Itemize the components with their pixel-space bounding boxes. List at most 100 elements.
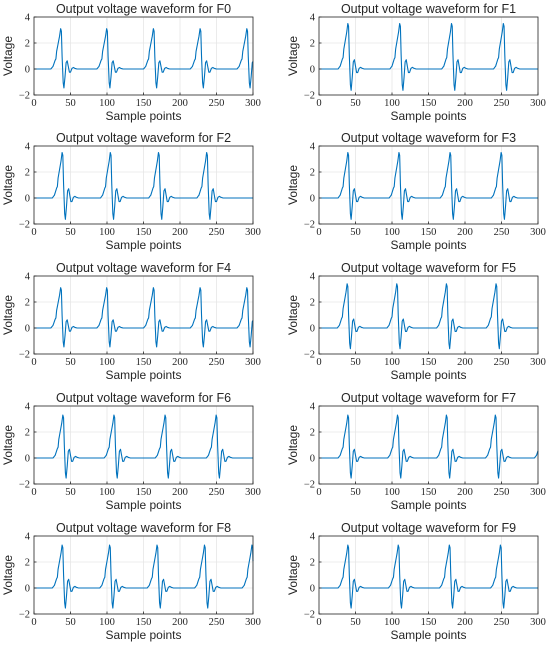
- y-tick-label: 4: [25, 532, 31, 543]
- x-tick-label: 0: [31, 227, 36, 238]
- x-tick-label: 100: [99, 357, 115, 368]
- x-tick-label: 150: [421, 357, 437, 368]
- y-tick-label: 4: [25, 142, 31, 153]
- x-tick-label: 200: [457, 357, 473, 368]
- x-tick-label: 50: [350, 357, 361, 368]
- y-tick-label: 0: [310, 584, 315, 595]
- x-tick-label: 200: [457, 617, 473, 628]
- x-tick-label: 0: [31, 98, 36, 109]
- series-line: [33, 544, 254, 609]
- y-tick-label: −2: [19, 91, 30, 102]
- y-axis-label: Voltage: [1, 555, 15, 595]
- x-tick-label: 0: [31, 487, 36, 498]
- subplot-title: Output voltage waveform for F9: [341, 521, 516, 535]
- x-tick-label: 250: [494, 98, 510, 109]
- series-line: [33, 151, 254, 220]
- x-tick-label: 250: [209, 227, 225, 238]
- x-tick-label: 150: [421, 487, 437, 498]
- x-tick-label: 100: [99, 487, 115, 498]
- x-axis-label: Sample points: [390, 238, 466, 252]
- x-tick-label: 200: [457, 487, 473, 498]
- y-tick-label: 4: [310, 402, 316, 413]
- y-tick-label: 0: [310, 194, 315, 205]
- y-tick-label: 0: [25, 324, 30, 335]
- x-tick-label: 200: [172, 227, 188, 238]
- x-tick-label: 100: [384, 487, 400, 498]
- subplot-title: Output voltage waveform for F3: [341, 131, 516, 145]
- x-tick-label: 150: [421, 98, 437, 109]
- y-tick-label: 0: [25, 65, 30, 76]
- y-tick-label: 4: [310, 13, 316, 24]
- x-tick-label: 100: [99, 617, 115, 628]
- x-tick-label: 150: [136, 357, 152, 368]
- series-line: [318, 544, 539, 609]
- x-tick-label: 0: [31, 357, 36, 368]
- y-tick-label: 2: [310, 298, 315, 309]
- x-tick-label: 200: [457, 98, 473, 109]
- x-axis-label: Sample points: [390, 628, 466, 642]
- subplot-title: Output voltage waveform for F1: [341, 2, 516, 16]
- y-tick-label: 4: [310, 142, 316, 153]
- x-tick-label: 200: [172, 487, 188, 498]
- y-tick-label: 2: [25, 428, 30, 439]
- y-tick-label: 4: [25, 272, 31, 283]
- y-tick-label: −2: [19, 350, 30, 361]
- x-axis-label: Sample points: [390, 368, 466, 382]
- y-axis-label: Voltage: [286, 425, 300, 465]
- x-tick-label: 200: [457, 227, 473, 238]
- y-tick-label: 2: [310, 558, 315, 569]
- x-tick-label: 50: [350, 227, 361, 238]
- x-tick-label: 300: [530, 617, 546, 628]
- x-tick-label: 300: [530, 487, 546, 498]
- x-tick-label: 250: [209, 487, 225, 498]
- x-tick-label: 100: [384, 98, 400, 109]
- y-tick-label: 0: [310, 65, 315, 76]
- x-tick-label: 200: [172, 357, 188, 368]
- x-tick-label: 50: [65, 617, 76, 628]
- y-tick-label: −2: [19, 480, 30, 491]
- subplot-title: Output voltage waveform for F0: [56, 2, 231, 16]
- series-line: [318, 22, 539, 91]
- y-axis-label: Voltage: [286, 555, 300, 595]
- series-line: [318, 414, 539, 479]
- y-tick-label: 0: [25, 194, 30, 205]
- y-tick-label: −2: [304, 350, 315, 361]
- subplot-title: Output voltage waveform for F7: [341, 391, 516, 405]
- y-tick-label: 0: [25, 454, 30, 465]
- x-tick-label: 300: [245, 357, 261, 368]
- x-tick-label: 250: [494, 357, 510, 368]
- x-tick-label: 300: [245, 227, 261, 238]
- x-tick-label: 0: [316, 357, 321, 368]
- x-tick-label: 250: [494, 617, 510, 628]
- y-axis-label: Voltage: [286, 36, 300, 76]
- x-tick-label: 300: [530, 357, 546, 368]
- y-tick-label: 0: [310, 324, 315, 335]
- subplot-title: Output voltage waveform for F5: [341, 261, 516, 275]
- y-tick-label: −2: [304, 610, 315, 621]
- x-tick-label: 0: [316, 98, 321, 109]
- y-tick-label: −2: [19, 220, 30, 231]
- x-tick-label: 50: [350, 617, 361, 628]
- x-tick-label: 50: [65, 357, 76, 368]
- y-tick-label: 2: [25, 168, 30, 179]
- x-tick-label: 0: [316, 617, 321, 628]
- series-line: [33, 287, 254, 348]
- y-tick-label: 2: [25, 558, 30, 569]
- x-tick-label: 150: [136, 227, 152, 238]
- series-line: [318, 283, 539, 350]
- x-tick-label: 250: [209, 617, 225, 628]
- subplot-title: Output voltage waveform for F4: [56, 261, 231, 275]
- x-tick-label: 300: [530, 227, 546, 238]
- y-tick-label: 4: [310, 532, 316, 543]
- x-axis-label: Sample points: [105, 628, 181, 642]
- y-tick-label: −2: [304, 480, 315, 491]
- x-tick-label: 100: [384, 357, 400, 368]
- x-axis-label: Sample points: [105, 498, 181, 512]
- x-tick-label: 250: [209, 98, 225, 109]
- x-tick-label: 150: [421, 617, 437, 628]
- y-tick-label: −2: [304, 91, 315, 102]
- subplot-title: Output voltage waveform for F2: [56, 131, 231, 145]
- series-line: [318, 151, 539, 220]
